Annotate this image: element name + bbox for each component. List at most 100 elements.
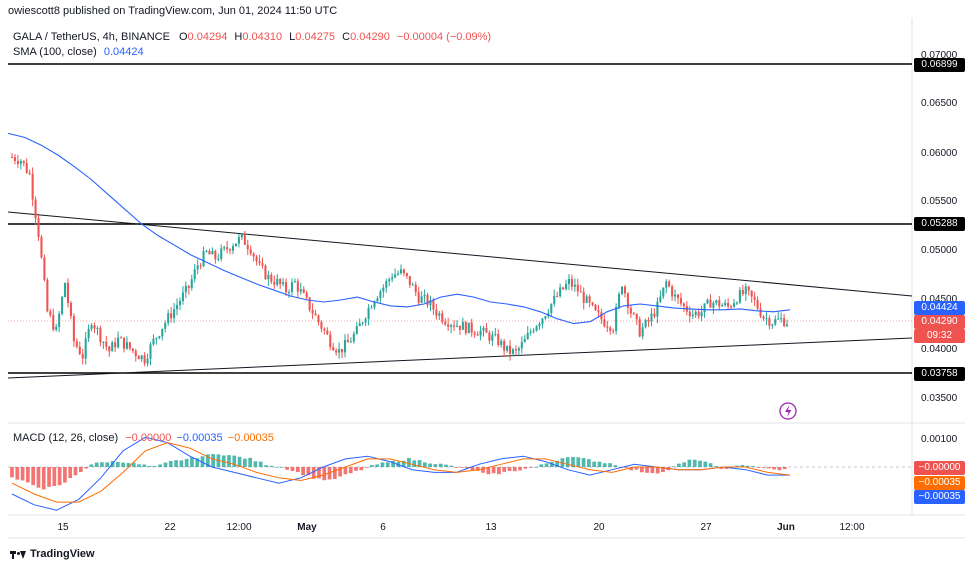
macd-histogram-bar: [608, 463, 612, 467]
macd-histogram-bar: [745, 465, 750, 467]
candle-body: [453, 325, 456, 327]
symbol-legend[interactable]: GALA / TetherUS, 4h, BINANCE O0.04294 H0…: [13, 31, 491, 43]
candle-body: [290, 282, 293, 293]
candle-body: [349, 341, 352, 343]
macd-histogram-bar: [639, 467, 644, 473]
candle-body: [488, 332, 491, 341]
macd-histogram-bar: [142, 464, 147, 467]
candle-body: [732, 303, 736, 307]
sma-price-box: 0.04424: [914, 301, 965, 315]
candle-body: [588, 296, 591, 303]
macd-histogram-bar: [274, 466, 279, 468]
x-tick: 6: [380, 522, 386, 533]
candle-body: [541, 318, 544, 324]
candle-body: [497, 334, 500, 346]
candle-body: [52, 315, 55, 330]
candle-body: [173, 309, 176, 319]
candle-body: [550, 303, 553, 313]
x-tick: 15: [57, 522, 69, 533]
macd-histogram-bar: [422, 462, 427, 467]
macd-histogram-bar: [692, 459, 697, 467]
candle-body: [158, 336, 161, 338]
candle-body: [644, 319, 647, 328]
macd-axis-tick: 0.00100: [921, 434, 958, 445]
o-value: 0.04294: [187, 31, 228, 43]
tradingview-footer[interactable]: TradingView: [10, 548, 95, 560]
macd-histogram-bar: [131, 462, 136, 467]
candle-body: [774, 319, 777, 325]
candle-body: [691, 314, 694, 317]
candle-body: [632, 313, 635, 315]
macd-histogram-bar: [168, 460, 173, 467]
level-box-top: 0.06899: [914, 58, 965, 72]
candle-body: [193, 269, 196, 280]
macd-histogram-bar: [565, 457, 570, 467]
candle-body: [682, 303, 685, 307]
macd-histogram-bar: [740, 465, 745, 467]
macd-histogram-bar: [549, 461, 554, 467]
macd-histogram-bar: [253, 461, 258, 467]
macd-histogram-bar: [184, 458, 189, 467]
l-value: 0.04275: [295, 31, 336, 43]
macd-legend[interactable]: MACD (12, 26, close) −0.00000 −0.00035 −…: [13, 432, 274, 444]
candle-body: [16, 160, 19, 164]
candle-body: [255, 256, 258, 262]
candle-body: [671, 286, 674, 297]
candle-body: [414, 284, 417, 293]
triangle-lower-line: [7, 337, 913, 379]
candle-body: [367, 307, 370, 319]
candle-body: [771, 324, 774, 326]
macd-histogram-bar: [200, 456, 205, 467]
sma-legend[interactable]: SMA (100, close) 0.04424: [13, 46, 144, 58]
macd-histogram-bar: [444, 464, 448, 467]
candle-body: [69, 303, 72, 317]
candle-body: [394, 274, 397, 278]
candle-body: [22, 160, 25, 163]
candle-body: [120, 337, 123, 339]
macd-histogram-bar: [491, 467, 496, 474]
candle-body: [320, 322, 323, 329]
candle-body: [102, 341, 105, 343]
candle-body: [426, 294, 429, 306]
candle-body: [175, 305, 179, 310]
candle-body: [576, 284, 579, 292]
candle-body: [700, 312, 703, 317]
signal-line: [11, 442, 791, 503]
candle-body: [243, 233, 246, 245]
candle-body: [93, 325, 96, 329]
sma-value: 0.04424: [103, 46, 144, 58]
candle-body: [447, 324, 450, 327]
candle-body: [444, 321, 447, 325]
candle-body: [780, 318, 783, 320]
candle-body: [520, 342, 523, 349]
lightning-icon[interactable]: [779, 402, 797, 420]
candle-body: [261, 263, 264, 266]
candle-body: [61, 296, 64, 314]
candle-body: [81, 354, 84, 359]
candle-body: [299, 289, 302, 292]
candle-body: [78, 346, 81, 355]
macd-histogram-bar: [391, 460, 395, 467]
candle-body: [296, 281, 299, 292]
c-label: C: [342, 31, 351, 43]
price-tick: 0.06000: [921, 148, 958, 159]
candle-body: [117, 337, 120, 348]
macd-histogram-bar: [428, 463, 432, 467]
candle-body: [231, 246, 235, 251]
candle-body: [585, 296, 588, 303]
candle-body: [511, 349, 515, 354]
candle-body: [31, 173, 34, 200]
l-label: L: [289, 31, 296, 43]
candle-body: [408, 276, 411, 285]
candle-body: [579, 291, 582, 293]
macd-histogram-bar: [179, 460, 184, 467]
candle-body: [715, 300, 718, 304]
macd-histogram-bar: [724, 467, 729, 469]
published-line: owiescott8 published on TradingView.com,…: [8, 5, 338, 17]
macd-histogram-bar: [634, 467, 639, 470]
candle-body: [305, 292, 308, 298]
macd-histogram-bar: [15, 467, 20, 480]
candle-body: [249, 249, 252, 254]
candle-body: [287, 292, 291, 294]
